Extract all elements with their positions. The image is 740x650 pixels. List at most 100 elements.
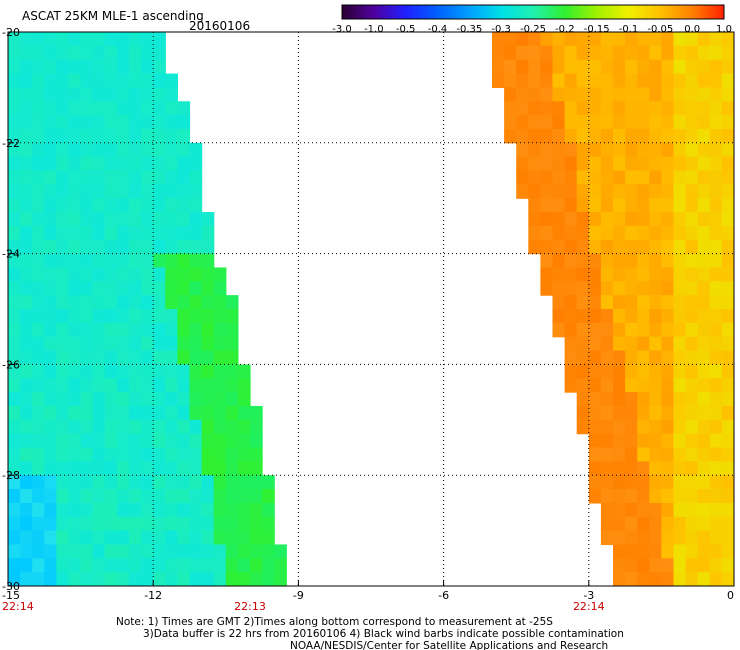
heatmap-cell bbox=[637, 101, 650, 116]
heatmap-cell bbox=[637, 322, 650, 338]
heatmap-cell bbox=[588, 239, 602, 255]
heatmap-cell bbox=[68, 475, 82, 490]
heatmap-cell bbox=[177, 364, 191, 379]
heatmap-cell bbox=[649, 405, 662, 421]
heatmap-cell bbox=[92, 433, 106, 449]
heatmap-cell bbox=[68, 322, 82, 338]
heatmap-cell bbox=[673, 516, 687, 532]
heatmap-cell bbox=[625, 378, 638, 393]
heatmap-cell bbox=[116, 73, 130, 88]
heatmap-cell bbox=[673, 502, 687, 518]
heatmap-cell bbox=[165, 170, 178, 185]
heatmap-cell bbox=[649, 128, 662, 144]
heatmap-cell bbox=[141, 309, 154, 324]
heatmap-cell bbox=[92, 516, 106, 532]
heatmap-cell bbox=[540, 170, 554, 185]
heatmap-cell bbox=[225, 544, 239, 559]
heatmap-cell bbox=[141, 516, 154, 532]
heatmap-cell bbox=[685, 350, 699, 365]
heatmap-cell bbox=[20, 364, 33, 379]
heatmap-cell bbox=[8, 87, 21, 102]
heatmap-cell bbox=[20, 239, 33, 255]
heatmap-cell bbox=[613, 115, 626, 130]
heatmap-cell bbox=[213, 447, 227, 462]
heatmap-cell bbox=[8, 45, 21, 61]
heatmap-cell bbox=[177, 461, 191, 476]
heatmap-cell bbox=[80, 544, 94, 559]
heatmap-cell bbox=[129, 405, 142, 421]
heatmap-cell bbox=[8, 32, 21, 47]
heatmap-cell bbox=[528, 225, 541, 241]
heatmap-cell bbox=[262, 558, 275, 573]
heatmap-cell bbox=[32, 170, 45, 185]
heatmap-cell bbox=[92, 128, 106, 144]
heatmap-cell bbox=[213, 281, 227, 296]
heatmap-cell bbox=[709, 433, 723, 449]
colorbar-label: 1.0 bbox=[716, 24, 732, 35]
heatmap-cell bbox=[80, 558, 94, 573]
heatmap-cell bbox=[129, 447, 142, 462]
heatmap-cell bbox=[80, 212, 94, 227]
heatmap-cell bbox=[56, 59, 70, 75]
heatmap-cell bbox=[8, 419, 21, 435]
heatmap-cell bbox=[237, 572, 251, 586]
heatmap-cell bbox=[177, 475, 191, 490]
heatmap-cell bbox=[68, 447, 82, 462]
y-tick-label: -30 bbox=[2, 580, 20, 593]
heatmap-cell bbox=[250, 572, 263, 586]
heatmap-cell bbox=[237, 558, 251, 573]
heatmap-cell bbox=[576, 350, 590, 365]
heatmap-cell bbox=[153, 73, 166, 88]
heatmap-cell bbox=[225, 572, 239, 586]
heatmap-cell bbox=[129, 184, 142, 199]
heatmap-cell bbox=[165, 350, 178, 365]
heatmap-cell bbox=[141, 530, 154, 546]
heatmap-cell bbox=[540, 281, 554, 296]
heatmap-cell bbox=[201, 253, 215, 269]
heatmap-cell bbox=[92, 475, 106, 490]
heatmap-cell bbox=[649, 184, 662, 199]
heatmap-cell bbox=[613, 87, 626, 102]
heatmap-cell bbox=[625, 225, 638, 241]
heatmap-cell bbox=[637, 447, 650, 462]
heatmap-cell bbox=[92, 212, 106, 227]
heatmap-cell bbox=[576, 295, 590, 310]
heatmap-cell bbox=[153, 350, 166, 365]
heatmap-cell bbox=[20, 350, 33, 365]
heatmap-cell bbox=[262, 530, 275, 546]
heatmap-cell bbox=[20, 253, 33, 269]
heatmap-cell bbox=[721, 156, 734, 172]
heatmap-cell bbox=[673, 59, 687, 75]
heatmap-cell bbox=[129, 322, 142, 338]
heatmap-cell bbox=[600, 364, 614, 379]
heatmap-cell bbox=[600, 530, 614, 546]
heatmap-cell bbox=[237, 502, 251, 518]
heatmap-cell bbox=[600, 184, 614, 199]
heatmap-cell bbox=[129, 295, 142, 310]
heatmap-cell bbox=[649, 336, 662, 352]
heatmap-cell bbox=[153, 572, 166, 586]
heatmap-cell bbox=[540, 142, 554, 158]
heatmap-cell bbox=[165, 419, 178, 435]
heatmap-cell bbox=[649, 309, 662, 324]
heatmap-cell bbox=[92, 225, 106, 241]
heatmap-cell bbox=[721, 73, 734, 88]
heatmap-cell bbox=[625, 87, 638, 102]
heatmap-cell bbox=[576, 405, 590, 421]
heatmap-cell bbox=[625, 281, 638, 296]
heatmap-cell bbox=[250, 489, 263, 504]
heatmap-cell bbox=[141, 128, 154, 144]
heatmap-cell bbox=[540, 239, 554, 255]
heatmap-cell bbox=[721, 530, 734, 546]
heatmap-cell bbox=[104, 350, 118, 365]
heatmap-cell bbox=[129, 475, 142, 490]
heatmap-cell bbox=[8, 350, 21, 365]
heatmap-cell bbox=[661, 461, 675, 476]
heatmap-cell bbox=[697, 322, 711, 338]
heatmap-cell bbox=[588, 45, 602, 61]
heatmap-cell bbox=[116, 336, 130, 352]
heatmap-cell bbox=[600, 45, 614, 61]
heatmap-cell bbox=[177, 239, 191, 255]
heatmap-cell bbox=[588, 170, 602, 185]
heatmap-cell bbox=[661, 73, 675, 88]
